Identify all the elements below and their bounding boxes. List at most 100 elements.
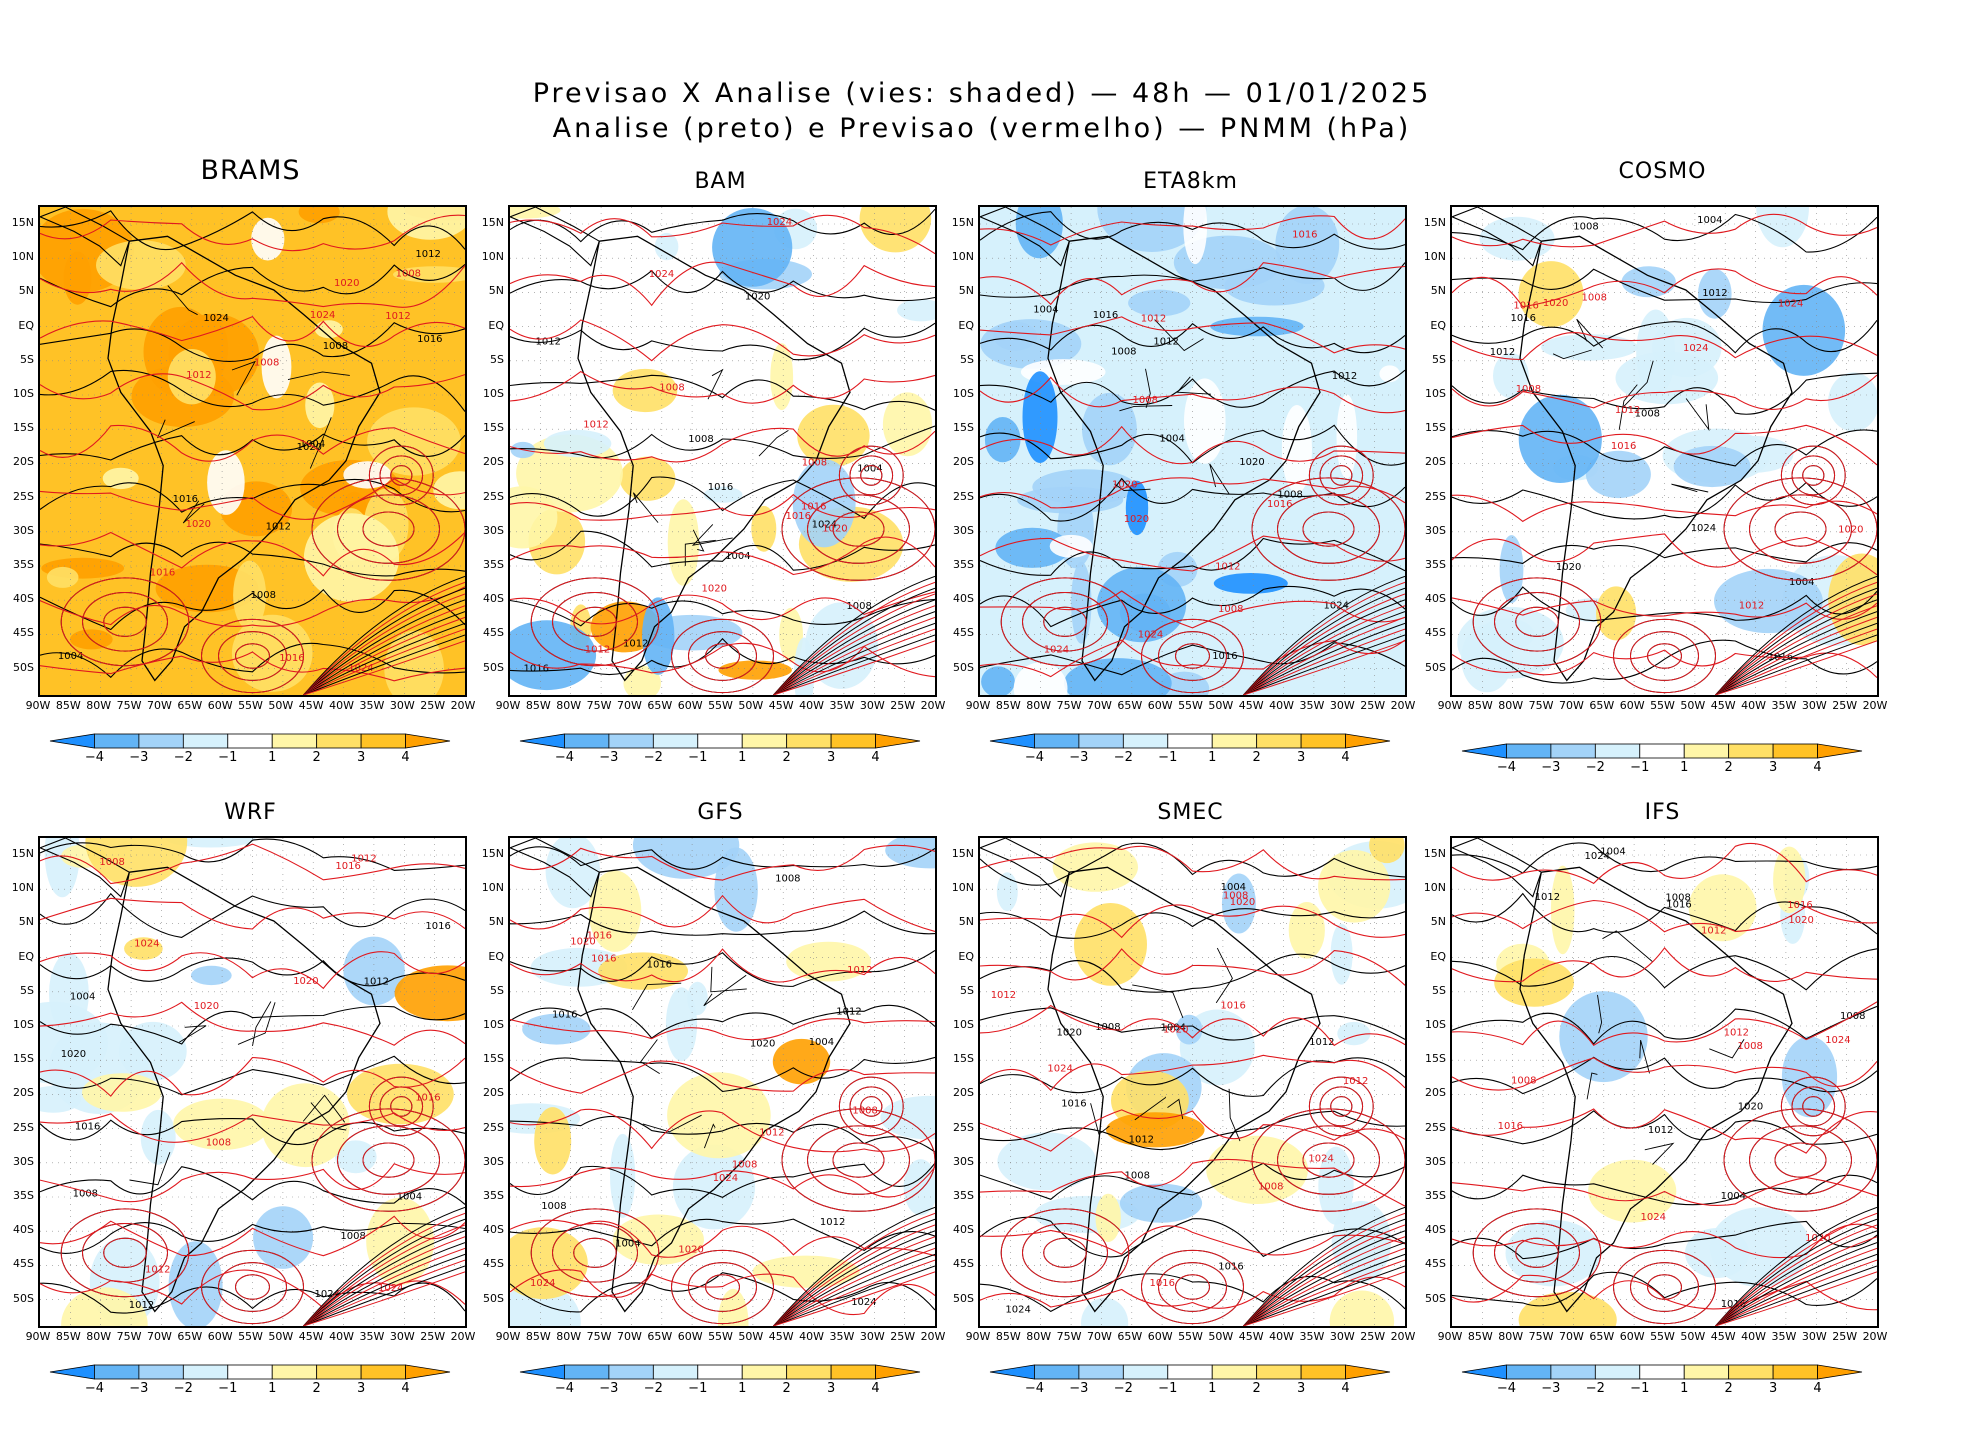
- forecast-isobar-label: 1024: [1308, 1154, 1333, 1165]
- south-america-coastline: [107, 866, 381, 1313]
- map-svg: 1012101610081004102010241012101610081004…: [1452, 838, 1877, 1326]
- pressure-gradient-isobar: [303, 616, 465, 695]
- map-svg: 1012101610081004102010241012101610081004…: [510, 838, 935, 1326]
- latitude-label: 30S: [953, 523, 974, 537]
- bias-shading-patch: [168, 1241, 223, 1326]
- pressure-gradient-isobar: [303, 1230, 465, 1326]
- longitude-label: 35W: [1771, 1330, 1797, 1343]
- analysis-isobar-label: 1016: [708, 482, 733, 493]
- forecast-isobar: [510, 214, 935, 255]
- forecast-isobar-cell: [781, 1108, 935, 1212]
- forecast-isobar-cell: [1774, 511, 1827, 547]
- colorbar-segment: [227, 733, 273, 749]
- longitude-label: 40W: [329, 1330, 354, 1343]
- colorbar-label: −3: [1069, 1381, 1089, 1396]
- colorbar-segment: [1461, 743, 1507, 759]
- panel-title: SMEC: [1157, 800, 1224, 825]
- forecast-isobar: [980, 477, 1405, 509]
- analysis-isobar-label: 1004: [1033, 305, 1058, 316]
- longitude-label: 70W: [146, 699, 172, 712]
- pressure-gradient-isobar: [303, 1253, 465, 1326]
- bias-shading-patch: [997, 1132, 1097, 1191]
- longitude-label: 30W: [859, 1330, 885, 1343]
- bias-shading-patch: [1275, 207, 1340, 284]
- latitude-label: 50S: [953, 1291, 974, 1305]
- bias-shading-patch: [1330, 923, 1353, 985]
- latitude-label: EQ: [18, 318, 34, 332]
- latitude-label: 25S: [953, 1120, 974, 1134]
- forecast-isobar: [40, 1112, 465, 1143]
- forecast-isobar: [40, 586, 465, 627]
- country-border: [632, 982, 682, 1011]
- analysis-isobar: [510, 1056, 935, 1093]
- forecast-isobar-cell: [1319, 455, 1364, 496]
- forecast-isobar-cell: [573, 1237, 617, 1268]
- bias-shading-patch: [1119, 593, 1171, 633]
- analysis-isobar: [980, 477, 1405, 522]
- pressure-gradient-isobar: [303, 1218, 465, 1326]
- forecast-isobar: [1452, 213, 1877, 248]
- bias-shading-patch: [335, 1140, 377, 1174]
- longitude-label: 55W: [708, 699, 733, 712]
- pressure-gradient-isobar: [1715, 611, 1877, 695]
- map-svg: 1012101610081004102010241012101610081004…: [40, 838, 465, 1326]
- forecast-isobar-label: 1008: [1133, 395, 1158, 406]
- forecast-isobar-cell: [1791, 455, 1836, 496]
- bias-shading-patch: [1183, 207, 1208, 265]
- forecast-isobar: [510, 1166, 935, 1198]
- forecast-isobar-label: 1016: [786, 511, 811, 522]
- forecast-isobar: [40, 1215, 465, 1257]
- longitude-label: 45W: [1238, 699, 1264, 712]
- longitude-label: 20W: [1862, 1330, 1888, 1343]
- latitude-label: 15N: [11, 847, 34, 860]
- longitude-label: 60W: [1147, 699, 1173, 712]
- forecast-isobar: [1452, 268, 1877, 308]
- model-panel-eta8km: ETA8km 1012 1016 1008 1004 1020 1024 1012 1016 10…: [940, 155, 1425, 793]
- forecast-isobar-label: 1020: [1805, 1233, 1830, 1244]
- latitude-label: 5N: [1430, 284, 1446, 298]
- longitude-label: 70W: [1086, 699, 1112, 712]
- colorbar-segment: [697, 1364, 743, 1380]
- longitude-label: 20W: [1862, 699, 1888, 712]
- forecast-isobar: [1452, 649, 1877, 678]
- colorbar-segment: [989, 1364, 1035, 1380]
- bias-shading-patch: [1585, 450, 1651, 499]
- analysis-isobar-label: 1004: [1600, 846, 1625, 857]
- country-border: [1621, 360, 1654, 409]
- bias-shading-patch: [366, 1197, 434, 1285]
- colorbar-label: −2: [1585, 760, 1605, 775]
- pressure-gradient-isobar: [773, 622, 935, 695]
- colorbar-segment: [1256, 733, 1302, 749]
- bias-shading-patch: [1588, 1159, 1677, 1223]
- pressure-gradient-isobar: [773, 1236, 935, 1326]
- pressure-gradient-isobar: [773, 1206, 935, 1326]
- pressure-gradient-isobar: [1715, 616, 1877, 695]
- central-america-coastline: [510, 207, 600, 267]
- forecast-isobar-cell: [103, 606, 147, 637]
- forecast-isobar: [1452, 947, 1877, 983]
- bias-shading-patch: [654, 232, 679, 261]
- forecast-isobar-cell: [1022, 1223, 1108, 1283]
- forecast-isobar: [980, 1004, 1405, 1047]
- longitude-label: 55W: [1178, 699, 1203, 712]
- pressure-gradient-isobar: [1243, 575, 1405, 695]
- forecast-isobar-label: 1024: [1044, 644, 1069, 655]
- latitude-label: 10S: [1425, 387, 1446, 400]
- pressure-gradient-isobar: [1715, 575, 1877, 695]
- latitude-label: 45S: [953, 626, 974, 640]
- longitude-label: 20W: [450, 1330, 476, 1343]
- forecast-isobar-label: 1024: [134, 939, 159, 950]
- forecast-isobar-cell: [1613, 618, 1716, 694]
- latitude-label: EQ: [1430, 318, 1446, 332]
- colorbar-label: −4: [554, 750, 575, 765]
- country-border: [1618, 384, 1638, 430]
- forecast-isobar-label: 1008: [659, 383, 684, 394]
- bias-shading-patch: [1505, 1220, 1602, 1287]
- analysis-isobar-label: 1016: [1666, 900, 1691, 911]
- forecast-isobar-cell: [530, 1208, 660, 1298]
- longitude-label: 65W: [1117, 1330, 1143, 1343]
- forecast-isobar-label: 1016: [335, 861, 360, 872]
- longitude-label: 75W: [1528, 699, 1554, 712]
- forecast-isobar-cell: [337, 494, 440, 564]
- bias-shading-patch: [619, 456, 676, 501]
